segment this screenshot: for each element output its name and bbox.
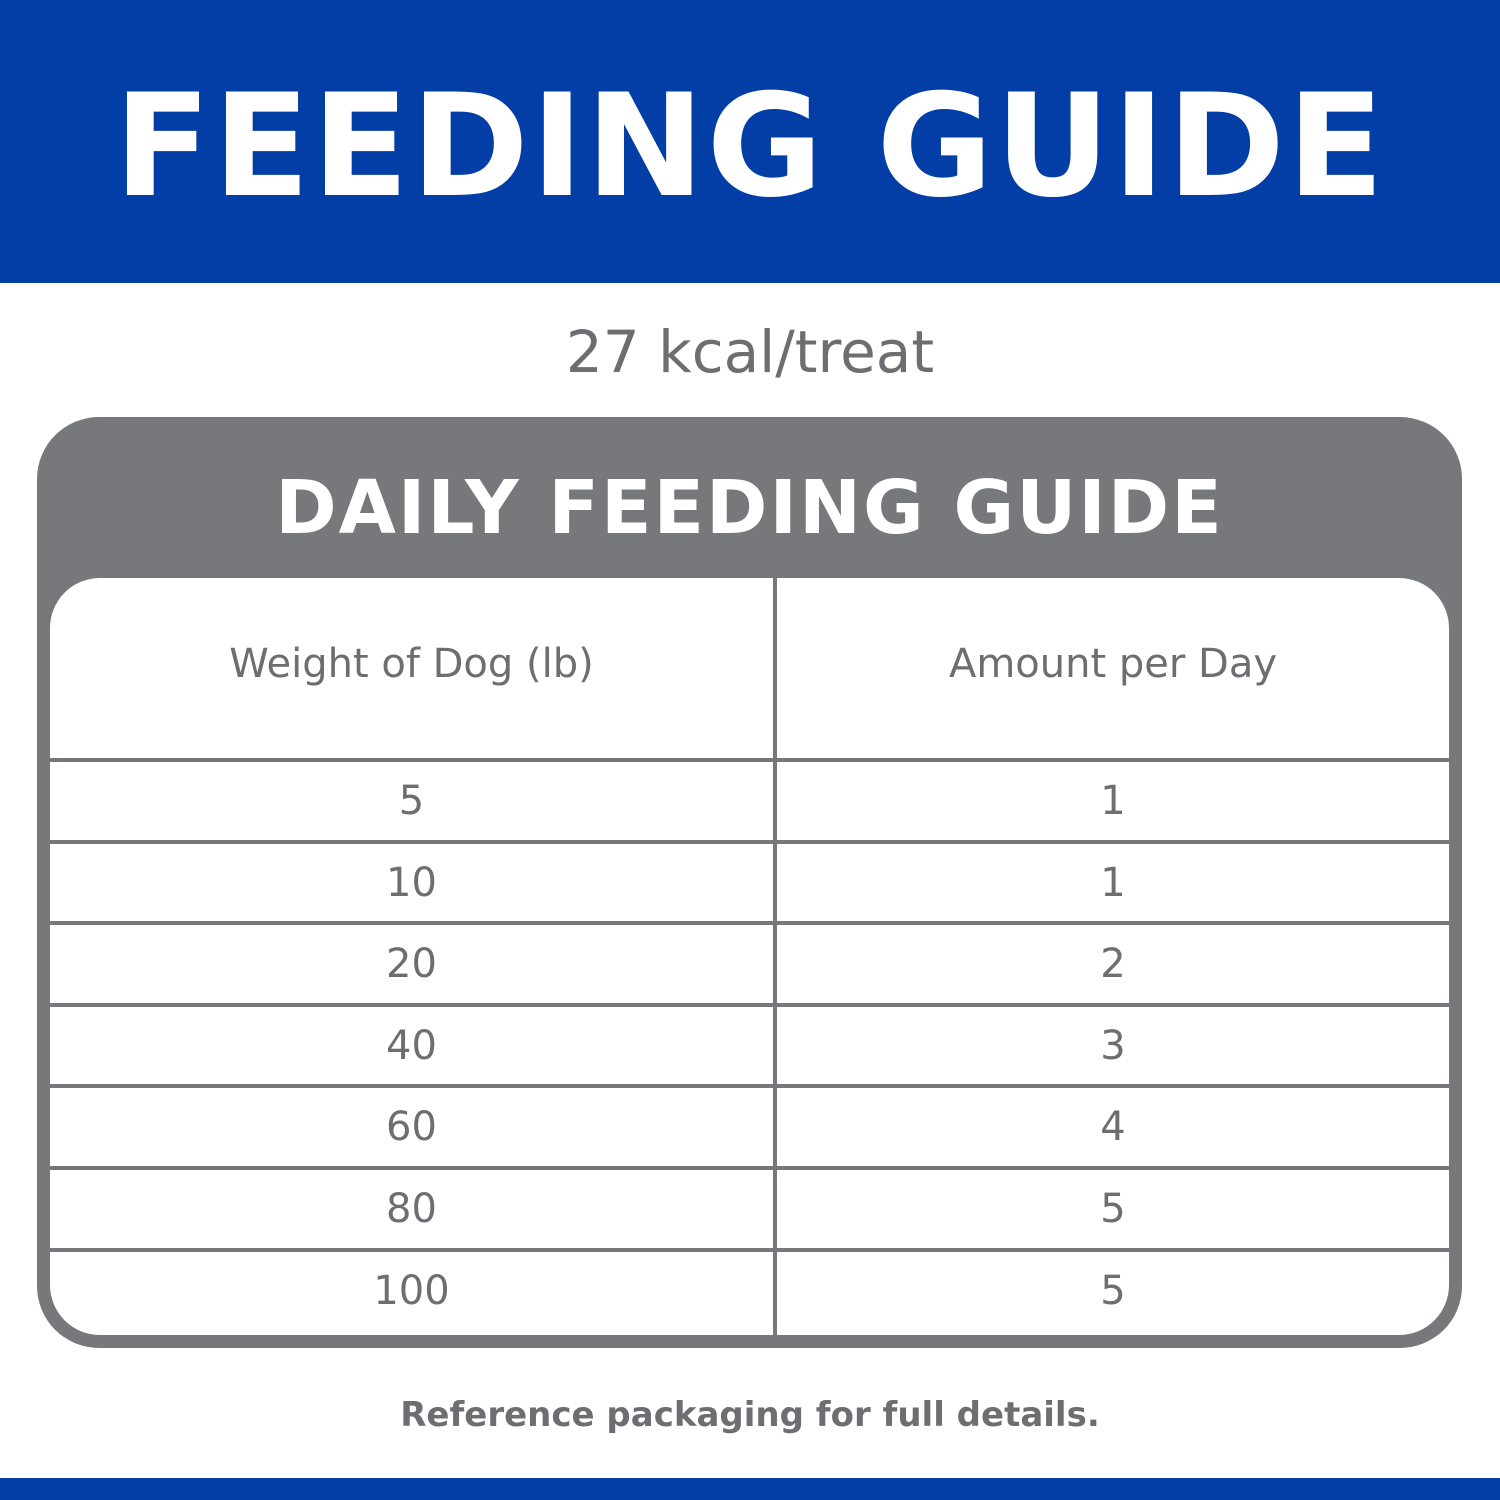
amount-cell: 1 <box>1100 778 1126 824</box>
weight-cell: 10 <box>386 859 437 906</box>
table-row: 60 4 <box>50 1084 1449 1166</box>
weight-cell: 20 <box>386 941 437 988</box>
amount-cell: 5 <box>1100 1186 1126 1232</box>
feeding-table-card: DAILY FEEDING GUIDE Weight of Dog (lb) A… <box>37 417 1462 1348</box>
column-divider <box>773 578 777 1335</box>
amount-cell: 5 <box>1100 1267 1126 1314</box>
amount-cell: 3 <box>1100 1022 1126 1069</box>
weight-cell: 40 <box>386 1022 437 1069</box>
table-row: 20 2 <box>50 921 1449 1003</box>
header-band: FEEDING GUIDE <box>0 0 1500 283</box>
amount-cell: 1 <box>1100 859 1126 906</box>
table-row: 80 5 <box>50 1166 1449 1248</box>
amount-cell: 2 <box>1100 941 1126 988</box>
column-header-amount: Amount per Day <box>948 641 1278 687</box>
bottom-stripe <box>0 1478 1500 1500</box>
table-row: 40 3 <box>50 1002 1449 1085</box>
feeding-table: Weight of Dog (lb) Amount per Day 5 1 10 1 2… <box>50 578 1449 1335</box>
footer-note: Reference packaging for full details. <box>400 1395 1100 1435</box>
weight-cell: 60 <box>386 1104 437 1151</box>
weight-cell: 100 <box>373 1267 450 1314</box>
table-row: 10 1 <box>50 839 1449 922</box>
table-row: 100 5 <box>50 1247 1449 1330</box>
calories-per-treat: 27 kcal/treat <box>565 318 935 386</box>
weight-cell: 80 <box>386 1186 437 1232</box>
table-title: DAILY FEEDING GUIDE <box>275 465 1224 551</box>
column-header-weight: Weight of Dog (lb) <box>229 641 594 687</box>
amount-cell: 4 <box>1100 1104 1126 1151</box>
weight-cell: 5 <box>398 778 425 824</box>
page-title: FEEDING GUIDE <box>113 63 1387 229</box>
